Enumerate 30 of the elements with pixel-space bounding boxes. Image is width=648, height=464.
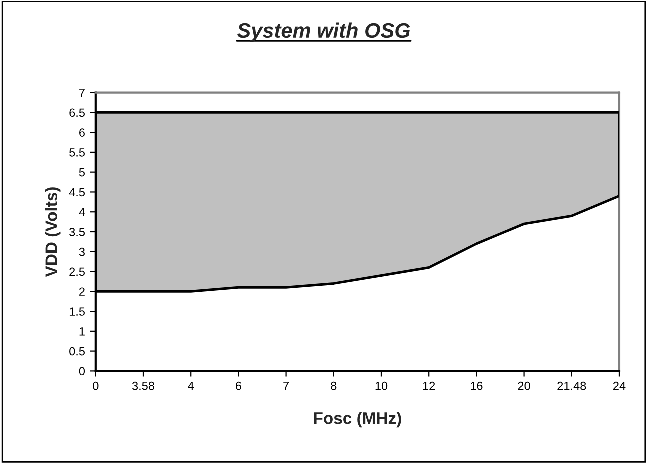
y-tick-label: 5	[79, 168, 85, 177]
x-tick-label: 12	[423, 382, 436, 390]
y-tick-label: 5.5	[70, 148, 85, 157]
y-tick-label: 0.5	[70, 347, 85, 356]
y-tick-label: 4.5	[69, 188, 85, 197]
y-tick-label: 3	[79, 248, 85, 256]
y-tick-label: 7	[80, 88, 85, 98]
y-axis-title: VDD (Volts)	[45, 188, 61, 278]
x-tick-label: 4	[188, 382, 194, 390]
x-tick-label: 24	[614, 382, 626, 390]
y-tick-label: 2.5	[70, 268, 85, 276]
x-tick-label: 6	[236, 382, 242, 390]
x-tick-label: 16	[471, 382, 483, 390]
x-tick-label: 10	[376, 382, 388, 390]
x-tick-label: 20	[518, 382, 530, 390]
y-tick-label: 6	[80, 128, 85, 137]
y-tick-label: 3.5	[70, 228, 85, 236]
x-tick-label: 0	[93, 382, 99, 390]
y-tick-label: 4	[79, 208, 86, 216]
y-tick-label: 0	[79, 367, 86, 376]
y-tick-label: 2	[80, 288, 85, 296]
x-tick-label: 7	[284, 382, 289, 390]
x-tick-label: 3.58	[132, 382, 154, 390]
y-tick-label: 1	[80, 328, 85, 336]
y-tick-label: 1.5	[70, 308, 85, 316]
x-axis-title: Fosc (MHz)	[314, 412, 402, 428]
chart-title: System with OSG	[237, 22, 410, 42]
x-tick-label: 21.48	[558, 382, 586, 390]
y-tick-label: 6.5	[70, 108, 85, 118]
x-tick-label: 8	[331, 382, 337, 390]
